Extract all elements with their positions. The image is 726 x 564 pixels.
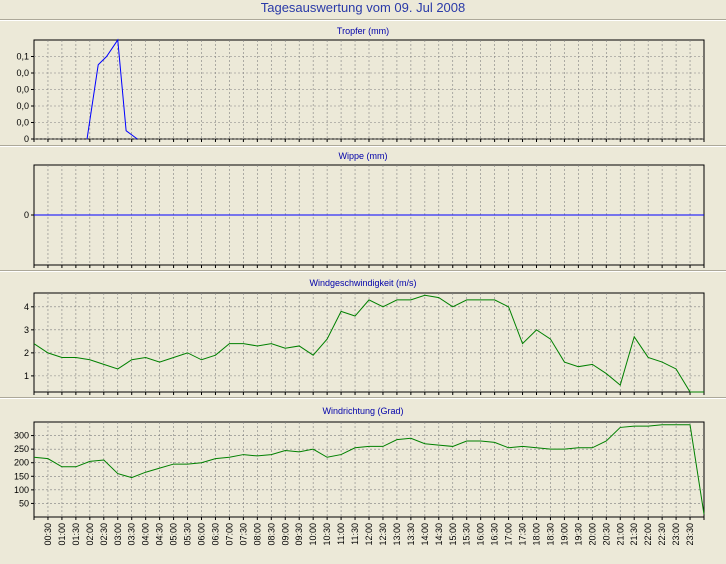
x-tick-label: 02:00 <box>85 523 95 546</box>
x-tick-label: 21:00 <box>615 523 625 546</box>
separator <box>0 270 726 272</box>
x-tick-label: 05:00 <box>169 523 179 546</box>
x-tick-label: 11:00 <box>336 523 346 545</box>
x-tick-label: 22:00 <box>643 523 653 546</box>
y-tick-label: 100 <box>14 485 29 495</box>
x-tick-label: 13:30 <box>406 523 416 546</box>
x-tick-label: 13:00 <box>392 523 402 546</box>
y-tick-label: 250 <box>14 444 29 454</box>
y-tick-label: 0,1 <box>16 52 29 62</box>
series-line <box>86 38 138 140</box>
x-tick-label: 19:00 <box>559 523 569 546</box>
series-line <box>33 294 704 393</box>
y-tick-label: 2 <box>24 348 29 358</box>
y-tick-label: 0 <box>24 210 29 220</box>
x-tick-label: 10:30 <box>322 523 332 546</box>
x-tick-label: 11:30 <box>350 523 360 545</box>
x-tick-label: 15:00 <box>448 523 458 546</box>
x-tick-label: 09:00 <box>280 523 290 546</box>
chart-title-tropfer: Tropfer (mm) <box>336 26 390 36</box>
x-tick-label: 15:30 <box>462 523 472 546</box>
x-tick-label: 07:30 <box>238 523 248 546</box>
x-tick-label: 14:00 <box>420 523 430 546</box>
y-tick-label: 0,0 <box>16 118 29 128</box>
x-tick-label: 17:30 <box>518 523 528 546</box>
x-tick-label: 12:30 <box>378 523 388 546</box>
x-tick-label: 02:30 <box>99 523 109 546</box>
y-tick-label: 0,0 <box>16 85 29 95</box>
x-tick-label: 19:30 <box>573 523 583 546</box>
y-tick-label: 0,0 <box>16 101 29 111</box>
x-tick-label: 20:30 <box>601 523 611 546</box>
separator <box>0 19 726 21</box>
page-title: Tagesauswertung vom 09. Jul 2008 <box>260 0 466 15</box>
plot-frame <box>33 421 705 518</box>
chart-title-windrichtung: Windrichtung (Grad) <box>322 406 404 416</box>
chart-title-wippe: Wippe (mm) <box>338 151 388 161</box>
y-tick-label: 0,0 <box>16 68 29 78</box>
y-tick-label: 1 <box>24 371 29 381</box>
x-tick-label: 06:30 <box>210 523 220 546</box>
y-tick-label: 200 <box>14 458 29 468</box>
x-tick-label: 04:00 <box>141 523 151 546</box>
x-tick-label: 09:30 <box>294 523 304 546</box>
x-tick-label: 03:00 <box>113 523 123 546</box>
x-tick-label: 03:30 <box>127 523 137 546</box>
x-tick-label: 08:00 <box>252 523 262 546</box>
x-tick-label: 14:30 <box>434 523 444 546</box>
y-tick-label: 150 <box>14 471 29 481</box>
y-tick-label: 0 <box>24 134 29 144</box>
x-tick-label: 00:30 <box>43 523 53 546</box>
y-tick-label: 3 <box>24 325 29 335</box>
x-tick-label: 04:30 <box>155 523 165 546</box>
separator <box>0 145 726 147</box>
y-tick-label: 300 <box>14 431 29 441</box>
x-tick-label: 05:30 <box>183 523 193 546</box>
x-tick-label: 17:00 <box>504 523 514 546</box>
x-tick-label: 18:30 <box>545 523 555 546</box>
x-tick-label: 23:30 <box>685 523 695 546</box>
x-tick-label: 01:00 <box>57 523 67 546</box>
y-tick-label: 4 <box>24 302 29 312</box>
x-tick-label: 18:00 <box>532 523 542 546</box>
x-tick-label: 23:00 <box>671 523 681 546</box>
x-tick-label: 01:30 <box>71 523 81 546</box>
x-tick-label: 16:30 <box>490 523 500 546</box>
x-tick-label: 12:00 <box>364 523 374 546</box>
x-tick-label: 08:30 <box>266 523 276 546</box>
x-tick-label: 07:00 <box>224 523 234 546</box>
x-tick-label: 22:30 <box>657 523 667 546</box>
y-tick-label: 50 <box>19 498 29 508</box>
x-tick-label: 16:00 <box>476 523 486 546</box>
x-tick-label: 21:30 <box>629 523 639 546</box>
x-tick-label: 20:00 <box>587 523 597 546</box>
chart-title-windgeschwindigkeit: Windgeschwindigkeit (m/s) <box>309 278 417 288</box>
x-tick-label: 10:00 <box>308 523 318 546</box>
series-line <box>33 424 705 515</box>
x-tick-label: 06:00 <box>197 523 207 546</box>
separator <box>0 397 726 399</box>
